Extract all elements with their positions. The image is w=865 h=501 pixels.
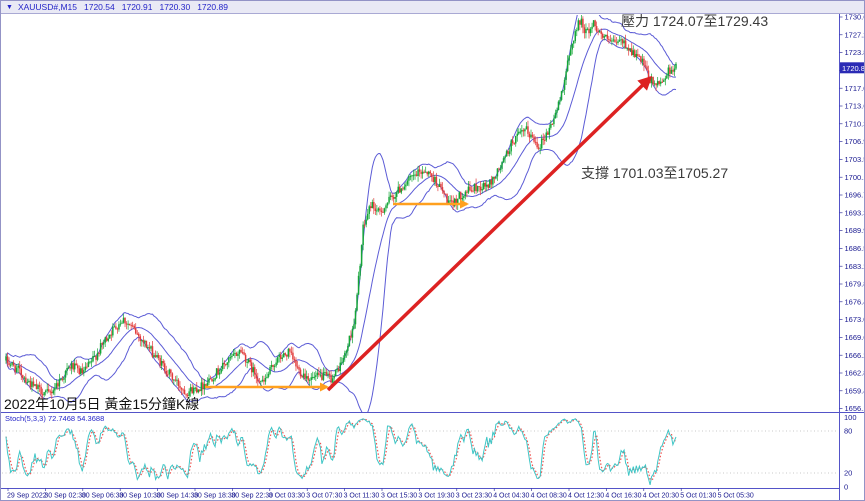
svg-text:3 Oct 23:30: 3 Oct 23:30	[456, 493, 492, 500]
svg-text:4 Oct 08:30: 4 Oct 08:30	[531, 493, 567, 500]
quote-strip: XAUUSD#,M15 1720.54 1720.91 1720.30 1720…	[18, 2, 228, 12]
svg-text:3 Oct 15:30: 3 Oct 15:30	[381, 493, 417, 500]
trend-arrow[interactable]	[326, 75, 653, 392]
svg-text:1683.20: 1683.20	[845, 262, 865, 271]
svg-text:1696.70: 1696.70	[845, 191, 865, 200]
svg-text:30 Sep 02:30: 30 Sep 02:30	[44, 493, 86, 500]
oscillator-gridlines	[2, 430, 838, 474]
svg-text:1669.60: 1669.60	[845, 333, 865, 342]
svg-text:1706.90: 1706.90	[845, 137, 865, 146]
svg-text:29 Sep 2022: 29 Sep 2022	[7, 493, 47, 500]
svg-text:30 Sep 14:30: 30 Sep 14:30	[157, 493, 199, 500]
quote-high: 1720.91	[121, 2, 153, 12]
svg-text:1662.80: 1662.80	[845, 369, 865, 378]
svg-text:1659.40: 1659.40	[845, 386, 865, 395]
dropdown-arrow-icon[interactable]: ▼	[6, 3, 13, 11]
resistance-annotation: 壓力 1724.07至1729.43	[621, 13, 768, 29]
svg-text:1727.20: 1727.20	[845, 30, 865, 39]
svg-text:3 Oct 19:30: 3 Oct 19:30	[418, 493, 454, 500]
quote-open: 1720.54	[84, 2, 115, 12]
svg-text:3 Oct 07:30: 3 Oct 07:30	[306, 493, 342, 500]
svg-text:1676.40: 1676.40	[845, 297, 865, 306]
svg-text:1689.90: 1689.90	[845, 226, 865, 235]
stochastic-lines	[5, 418, 677, 486]
chart-caption: 2022年10月5日 黃金15分鐘K線	[4, 396, 199, 412]
svg-text:1656.10: 1656.10	[845, 404, 865, 413]
svg-text:3 Oct 11:30: 3 Oct 11:30	[344, 493, 380, 500]
svg-text:1717.00: 1717.00	[845, 84, 865, 93]
svg-text:1710.30: 1710.30	[845, 119, 865, 128]
svg-text:3 Oct 03:30: 3 Oct 03:30	[269, 493, 305, 500]
current-price-badge: 1720.89	[840, 62, 865, 74]
osc-level-0: 0	[844, 483, 848, 492]
svg-text:30 Sep 06:30: 30 Sep 06:30	[82, 493, 124, 500]
svg-text:4 Oct 20:30: 4 Oct 20:30	[643, 493, 679, 500]
svg-text:1713.60: 1713.60	[845, 102, 865, 111]
oscillator-axis[interactable]: 100 80 20 0	[844, 413, 857, 492]
current-price-value: 1720.89	[842, 64, 865, 73]
osc-level-100: 100	[844, 413, 857, 422]
svg-text:30 Sep 10:30: 30 Sep 10:30	[119, 493, 161, 500]
bollinger-bands	[5, 15, 677, 412]
svg-text:1679.80: 1679.80	[845, 280, 865, 289]
svg-text:5 Oct 05:30: 5 Oct 05:30	[718, 493, 754, 500]
svg-text:30 Sep 18:30: 30 Sep 18:30	[194, 493, 236, 500]
candlestick-series	[5, 15, 677, 400]
svg-text:1673.00: 1673.00	[845, 315, 865, 324]
svg-text:5 Oct 01:30: 5 Oct 01:30	[680, 493, 716, 500]
quote-close: 1720.89	[197, 2, 228, 12]
symbol-timeframe-label: XAUUSD#,M15	[17, 2, 77, 12]
svg-text:4 Oct 16:30: 4 Oct 16:30	[605, 493, 641, 500]
svg-text:1686.50: 1686.50	[845, 244, 865, 253]
svg-text:30 Sep 22:30: 30 Sep 22:30	[231, 493, 273, 500]
svg-text:4 Oct 04:30: 4 Oct 04:30	[493, 493, 529, 500]
svg-text:1700.10: 1700.10	[845, 173, 865, 182]
stoch-indicator-label: Stoch(5,3,3) 72.7468 54.3688	[5, 414, 104, 423]
svg-text:1703.50: 1703.50	[845, 155, 865, 164]
chart-info-bar: ▼ XAUUSD#,M15 1720.54 1720.91 1720.30 17…	[1, 1, 864, 14]
svg-text:1723.80: 1723.80	[845, 48, 865, 57]
svg-text:1693.30: 1693.30	[845, 208, 865, 217]
quote-low: 1720.30	[159, 2, 191, 12]
svg-text:4 Oct 12:30: 4 Oct 12:30	[568, 493, 604, 500]
support-annotation: 支撐 1701.03至1705.27	[581, 165, 728, 181]
osc-level-80: 80	[844, 427, 852, 436]
svg-text:1730.60: 1730.60	[845, 13, 865, 22]
svg-text:1666.20: 1666.20	[845, 351, 865, 360]
osc-level-20: 20	[844, 469, 852, 478]
